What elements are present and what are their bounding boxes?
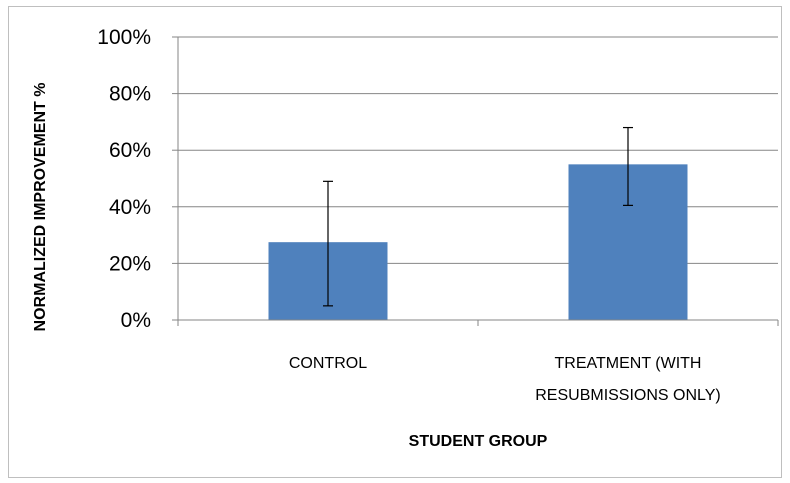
- x-category-label: RESUBMISSIONS ONLY): [535, 387, 721, 404]
- y-tick-labels: 0% 20% 40% 60% 80% 100%: [97, 26, 151, 332]
- gridlines: [178, 36, 778, 264]
- y-tick-label: 80%: [109, 83, 151, 106]
- y-axis-title: NORMALIZED IMPROVEMENT %: [32, 83, 49, 332]
- y-tick-label: 20%: [109, 252, 151, 275]
- bars: [268, 164, 688, 320]
- y-tick-label: 0%: [121, 309, 151, 332]
- y-tick-label: 60%: [109, 139, 151, 162]
- x-category-label: TREATMENT (WITH: [555, 355, 702, 372]
- y-tick-label: 100%: [97, 26, 151, 49]
- x-axis-title: STUDENT GROUP: [409, 433, 548, 450]
- error-bars: [323, 126, 633, 307]
- x-category-labels: CONTROL TREATMENT (WITH RESUBMISSIONS ONLY…: [289, 355, 721, 404]
- x-category-label: CONTROL: [289, 355, 367, 372]
- axes: [172, 36, 779, 326]
- y-tick-label: 40%: [109, 196, 151, 219]
